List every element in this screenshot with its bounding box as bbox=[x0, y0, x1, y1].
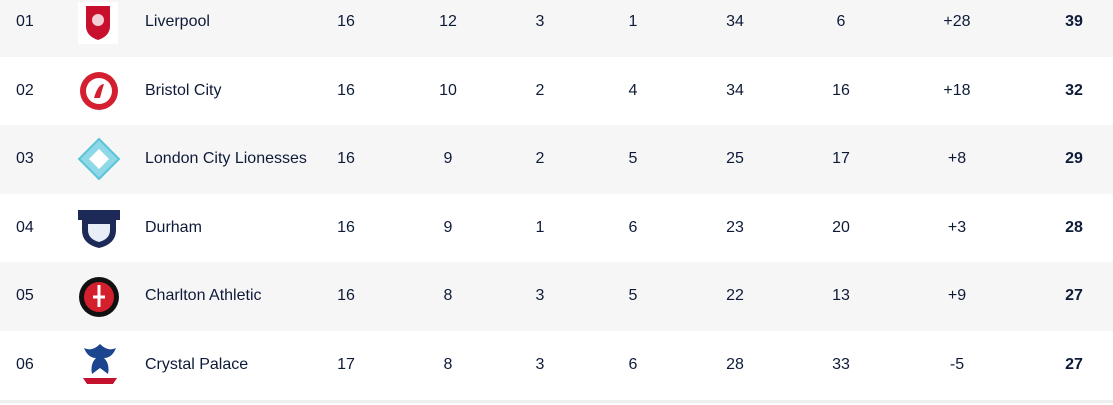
drawn: 3 bbox=[535, 13, 545, 30]
team-name: Bristol City bbox=[145, 81, 222, 99]
goals-for: 22 bbox=[726, 287, 744, 305]
drawn: 2 bbox=[535, 150, 545, 168]
club-crest bbox=[83, 344, 117, 384]
table-row: 01 Liverpool 16 12 3 1 34 6 +28 39 bbox=[0, 0, 1113, 57]
goals-against: 33 bbox=[832, 356, 850, 373]
points: 29 bbox=[1065, 150, 1083, 168]
table-row: 06 Crystal Palace 17 8 3 6 28 33 -5 27 bbox=[0, 331, 1113, 400]
club-crest bbox=[80, 72, 118, 110]
table-row: 02 Bristol City 16 10 2 4 34 16 +18 32 bbox=[0, 57, 1113, 126]
team-name: Liverpool bbox=[145, 13, 210, 30]
goals-against: 13 bbox=[832, 287, 850, 305]
table-row: 04 Durham 16 9 1 6 23 20 +3 28 bbox=[0, 194, 1113, 263]
goal-difference: +9 bbox=[947, 287, 967, 305]
goals-against: 16 bbox=[832, 81, 850, 99]
team-name: Durham bbox=[145, 218, 202, 236]
played: 16 bbox=[337, 81, 355, 99]
won: 9 bbox=[443, 218, 453, 236]
position: 04 bbox=[16, 218, 34, 236]
played: 16 bbox=[337, 218, 355, 236]
goal-difference: +18 bbox=[943, 81, 971, 99]
goals-for: 34 bbox=[726, 81, 744, 99]
drawn: 3 bbox=[535, 287, 545, 305]
club-crest bbox=[78, 210, 120, 248]
club-crest bbox=[77, 137, 121, 181]
goals-for: 34 bbox=[726, 13, 744, 30]
points: 28 bbox=[1065, 218, 1083, 236]
lost: 1 bbox=[628, 13, 638, 30]
played: 16 bbox=[337, 287, 355, 305]
lost: 6 bbox=[628, 218, 638, 236]
position: 03 bbox=[16, 150, 34, 168]
goals-for: 23 bbox=[726, 218, 744, 236]
position: 02 bbox=[16, 81, 34, 99]
won: 8 bbox=[443, 287, 453, 305]
won: 10 bbox=[439, 81, 457, 99]
points: 32 bbox=[1065, 81, 1083, 99]
goals-for: 28 bbox=[726, 356, 744, 373]
club-crest bbox=[79, 277, 119, 317]
played: 17 bbox=[337, 356, 355, 373]
lost: 5 bbox=[628, 150, 638, 168]
won: 9 bbox=[443, 150, 453, 168]
team-name: Crystal Palace bbox=[145, 356, 249, 373]
goals-for: 25 bbox=[726, 150, 744, 168]
goals-against: 20 bbox=[832, 218, 850, 236]
team-name: London City Lionesses bbox=[145, 150, 307, 168]
team-name: Charlton Athletic bbox=[145, 287, 262, 305]
lost: 6 bbox=[628, 356, 638, 373]
drawn: 1 bbox=[535, 218, 545, 236]
position: 06 bbox=[16, 356, 34, 373]
goal-difference: +28 bbox=[943, 13, 971, 30]
played: 16 bbox=[337, 13, 355, 30]
lost: 4 bbox=[628, 81, 638, 99]
points: 27 bbox=[1065, 356, 1083, 373]
drawn: 3 bbox=[535, 356, 545, 373]
goal-difference: +8 bbox=[947, 150, 967, 168]
goal-difference: +3 bbox=[947, 218, 967, 236]
won: 12 bbox=[439, 13, 457, 30]
points: 39 bbox=[1065, 13, 1083, 30]
goals-against: 6 bbox=[836, 13, 846, 30]
table-row: 03 London City Lionesses 16 9 2 5 25 17 +8 29 bbox=[0, 125, 1113, 194]
played: 16 bbox=[337, 150, 355, 168]
club-crest bbox=[78, 2, 118, 44]
drawn: 2 bbox=[535, 81, 545, 99]
points: 27 bbox=[1065, 287, 1083, 305]
goals-against: 17 bbox=[832, 150, 850, 168]
divider bbox=[0, 400, 1113, 403]
table-row: 05 Charlton Athletic 16 8 3 5 22 13 +9 27 bbox=[0, 262, 1113, 331]
lost: 5 bbox=[628, 287, 638, 305]
position: 05 bbox=[16, 287, 34, 305]
position: 01 bbox=[16, 13, 34, 30]
won: 8 bbox=[443, 356, 453, 373]
goal-difference: -5 bbox=[949, 356, 965, 373]
